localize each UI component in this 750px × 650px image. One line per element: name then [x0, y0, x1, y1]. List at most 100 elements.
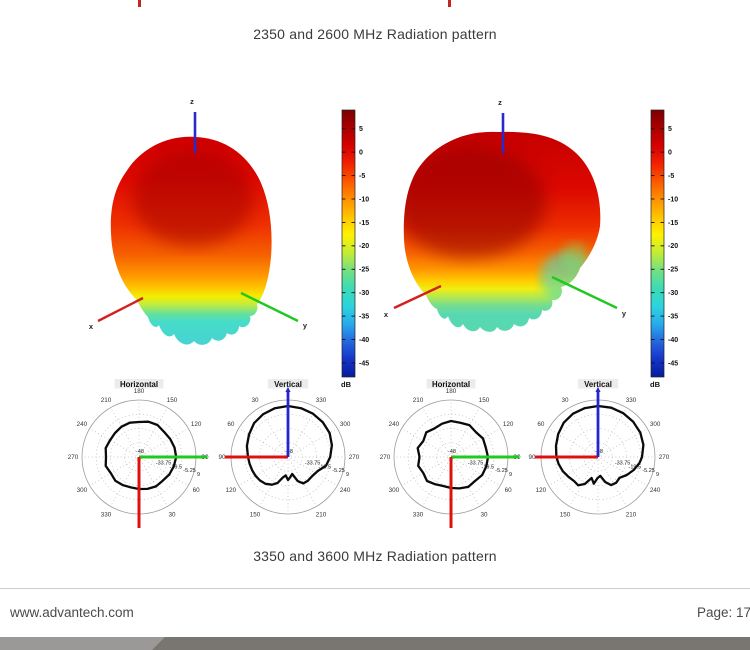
polar-plot-vertical-1: Vertical-48-33.75-19.5-5.259330300270240…: [218, 379, 360, 518]
radial-tick-label: -19.5: [170, 464, 183, 470]
colorbar-tick-label: -30: [668, 290, 678, 297]
angle-tick-label: 90: [528, 454, 536, 461]
colorbar-tick-label: -20: [668, 243, 678, 250]
radial-tick-label: -33.75: [305, 461, 321, 467]
angle-tick-label: 120: [191, 421, 202, 428]
footer-bar: [0, 637, 750, 650]
x-axis-line: [393, 284, 442, 310]
radial-tick-label: 9: [656, 472, 659, 478]
angle-tick-label: 180: [134, 388, 145, 395]
colorbar-2: 5 0 -5 -10 -15 -20 -25 -30 -35 -40 -45 dB: [650, 109, 678, 389]
angle-tick-label: 180: [446, 388, 457, 395]
angle-tick-label: 210: [626, 511, 637, 518]
colorbar-tick-label: 5: [359, 126, 363, 133]
radial-tick-label: -48: [448, 449, 456, 455]
colorbar-tick-label: -25: [359, 267, 369, 274]
angle-tick-label: 210: [316, 511, 327, 518]
colorbar-tick-label: -45: [359, 360, 369, 367]
angle-tick-label: 60: [227, 421, 235, 428]
angle-tick-label: 270: [659, 454, 670, 461]
colorbar-tick-label: -10: [359, 196, 369, 203]
polar-plot-horizontal-2: Horizontal-48-33.75-19.5-5.2591801501209…: [380, 379, 521, 528]
angle-tick-label: 240: [77, 421, 88, 428]
angle-tick-label: 30: [480, 511, 488, 518]
radial-tick-label: -33.75: [156, 461, 172, 467]
radial-tick-label: -5.25: [183, 468, 196, 474]
radial-tick-label: -5.25: [332, 468, 345, 474]
figure-caption-bottom: 3350 and 3600 MHz Radiation pattern: [253, 548, 497, 564]
colorbar-tick-label: -35: [668, 314, 678, 321]
red-tick-left: [138, 0, 141, 7]
angle-tick-label: 210: [101, 397, 112, 404]
footer-page-number: Page: 17: [697, 605, 750, 620]
angle-tick-label: 150: [250, 511, 261, 518]
colorbar-tick-label: -15: [359, 220, 369, 227]
colorbar-tick-label: 0: [359, 150, 363, 157]
colorbar-tick-label: -30: [359, 290, 369, 297]
angle-tick-label: 150: [560, 511, 571, 518]
y-axis-label: y: [622, 309, 627, 318]
angle-tick-label: 30: [251, 397, 259, 404]
angle-tick-label: 240: [650, 487, 661, 494]
pattern-curve: [104, 420, 178, 491]
blue-axis-arrow: [285, 387, 291, 392]
colorbar-tick-label: -20: [359, 243, 369, 250]
x-axis-line: [97, 296, 144, 323]
colorbar-tick-label: 0: [668, 150, 672, 157]
x-axis-label: x: [89, 322, 94, 331]
pattern-curve: [554, 404, 645, 487]
radial-tick-label: -33.75: [468, 461, 484, 467]
colorbar-tick-label: -5: [668, 173, 674, 180]
angle-tick-label: 210: [413, 397, 424, 404]
angle-tick-label: 30: [561, 397, 569, 404]
colorbar-unit-label: dB: [650, 380, 661, 389]
y-axis-label: y: [303, 321, 308, 330]
polar-title: Vertical: [584, 380, 612, 389]
colorbar-tick-label: -35: [359, 314, 369, 321]
blue-axis-arrow: [595, 387, 601, 392]
figure-caption-top: 2350 and 2600 MHz Radiation pattern: [253, 26, 497, 42]
angle-tick-label: 150: [479, 397, 490, 404]
colorbar-tick-label: -10: [668, 196, 678, 203]
surface-plot-1: z x y: [89, 97, 308, 345]
angle-tick-label: 330: [101, 511, 112, 518]
angle-tick-label: 300: [77, 487, 88, 494]
footer-website: www.advantech.com: [10, 605, 134, 620]
polar-plot-horizontal-1: Horizontal-48-33.75-19.5-5.2591801501209…: [68, 379, 209, 528]
polar-title: Horizontal: [120, 380, 158, 389]
colorbar-tick-label: 5: [668, 126, 672, 133]
radial-tick-label: -5.25: [642, 468, 655, 474]
angle-tick-label: 120: [226, 487, 237, 494]
angle-tick-label: 120: [503, 421, 514, 428]
colorbar-1: 5 0 -5 -10 -15 -20 -25 -30 -35 -40 -45 dB: [341, 109, 369, 389]
angle-tick-label: 60: [505, 487, 513, 494]
radial-tick-label: -33.75: [615, 461, 631, 467]
angle-tick-label: 300: [389, 487, 400, 494]
angle-tick-label: 270: [68, 454, 79, 461]
angle-tick-label: 150: [167, 397, 178, 404]
angle-tick-label: 300: [650, 421, 661, 428]
polar-title: Vertical: [274, 380, 302, 389]
colorbar-tick-label: -15: [668, 220, 678, 227]
radial-tick-label: -48: [136, 449, 144, 455]
colorbar-tick-label: -5: [359, 173, 365, 180]
angle-tick-label: 60: [537, 421, 545, 428]
angle-tick-label: 270: [380, 454, 391, 461]
colorbar-tick-label: -25: [668, 267, 678, 274]
pattern-curve: [245, 404, 334, 486]
angle-tick-label: 330: [626, 397, 637, 404]
colorbar-unit-label: dB: [341, 380, 352, 389]
y-axis-line: [551, 275, 618, 310]
red-tick-right: [448, 0, 451, 7]
polar-title: Horizontal: [432, 380, 470, 389]
z-axis-label: z: [190, 97, 194, 106]
pattern-curve: [416, 419, 490, 490]
colorbar-tick-label: -40: [668, 337, 678, 344]
angle-tick-label: 300: [340, 421, 351, 428]
y-axis-line: [240, 291, 299, 323]
angle-tick-label: 60: [193, 487, 201, 494]
x-axis-label: x: [384, 310, 389, 319]
angle-tick-label: 90: [218, 454, 226, 461]
angle-tick-label: 30: [168, 511, 176, 518]
